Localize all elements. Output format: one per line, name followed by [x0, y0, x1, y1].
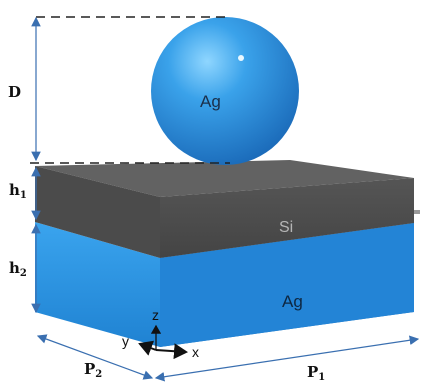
- x-axis-label: x: [192, 344, 199, 360]
- coordinate-axes: z y x: [122, 307, 199, 360]
- ag-sphere: [151, 17, 299, 165]
- z-axis-label: z: [152, 307, 159, 323]
- si-layer: [35, 160, 420, 258]
- h1-label: h1: [9, 181, 27, 201]
- ag-layer-right-face: [160, 223, 414, 347]
- h1-label-subscript: 1: [20, 190, 27, 201]
- si-layer-label: Si: [279, 219, 293, 236]
- h2-label-base: h: [9, 259, 20, 277]
- p1-label-base: P: [307, 363, 318, 381]
- sphere-highlight: [238, 55, 244, 61]
- p1-label-subscript: 1: [318, 372, 325, 383]
- p2-label-base: P: [84, 360, 95, 378]
- horizontal-dimensions: [36, 334, 420, 382]
- y-axis-label: y: [122, 333, 129, 349]
- p1-dimension-line: [154, 335, 420, 382]
- p2-label: P2: [84, 360, 102, 380]
- ag-layer-front: [35, 222, 160, 347]
- ag-layer-label: Ag: [282, 292, 303, 311]
- p2-label-subscript: 2: [95, 369, 102, 380]
- y-axis-arrow: [138, 340, 157, 356]
- sphere-body: [151, 17, 299, 165]
- p2-dimension-line: [36, 334, 154, 380]
- si-layer-front: [35, 166, 160, 258]
- sphere-label: Ag: [200, 92, 221, 111]
- h1-label-base: h: [9, 181, 20, 199]
- si-layer-side: [160, 178, 414, 258]
- x-axis-arrow: [155, 343, 188, 360]
- ag-layer: [35, 222, 414, 347]
- si-layer-top: [35, 160, 414, 197]
- h2-label: h2: [9, 259, 27, 279]
- h2-label-subscript: 2: [20, 268, 27, 279]
- d-label: D: [8, 83, 21, 101]
- p1-label: P1: [307, 363, 325, 383]
